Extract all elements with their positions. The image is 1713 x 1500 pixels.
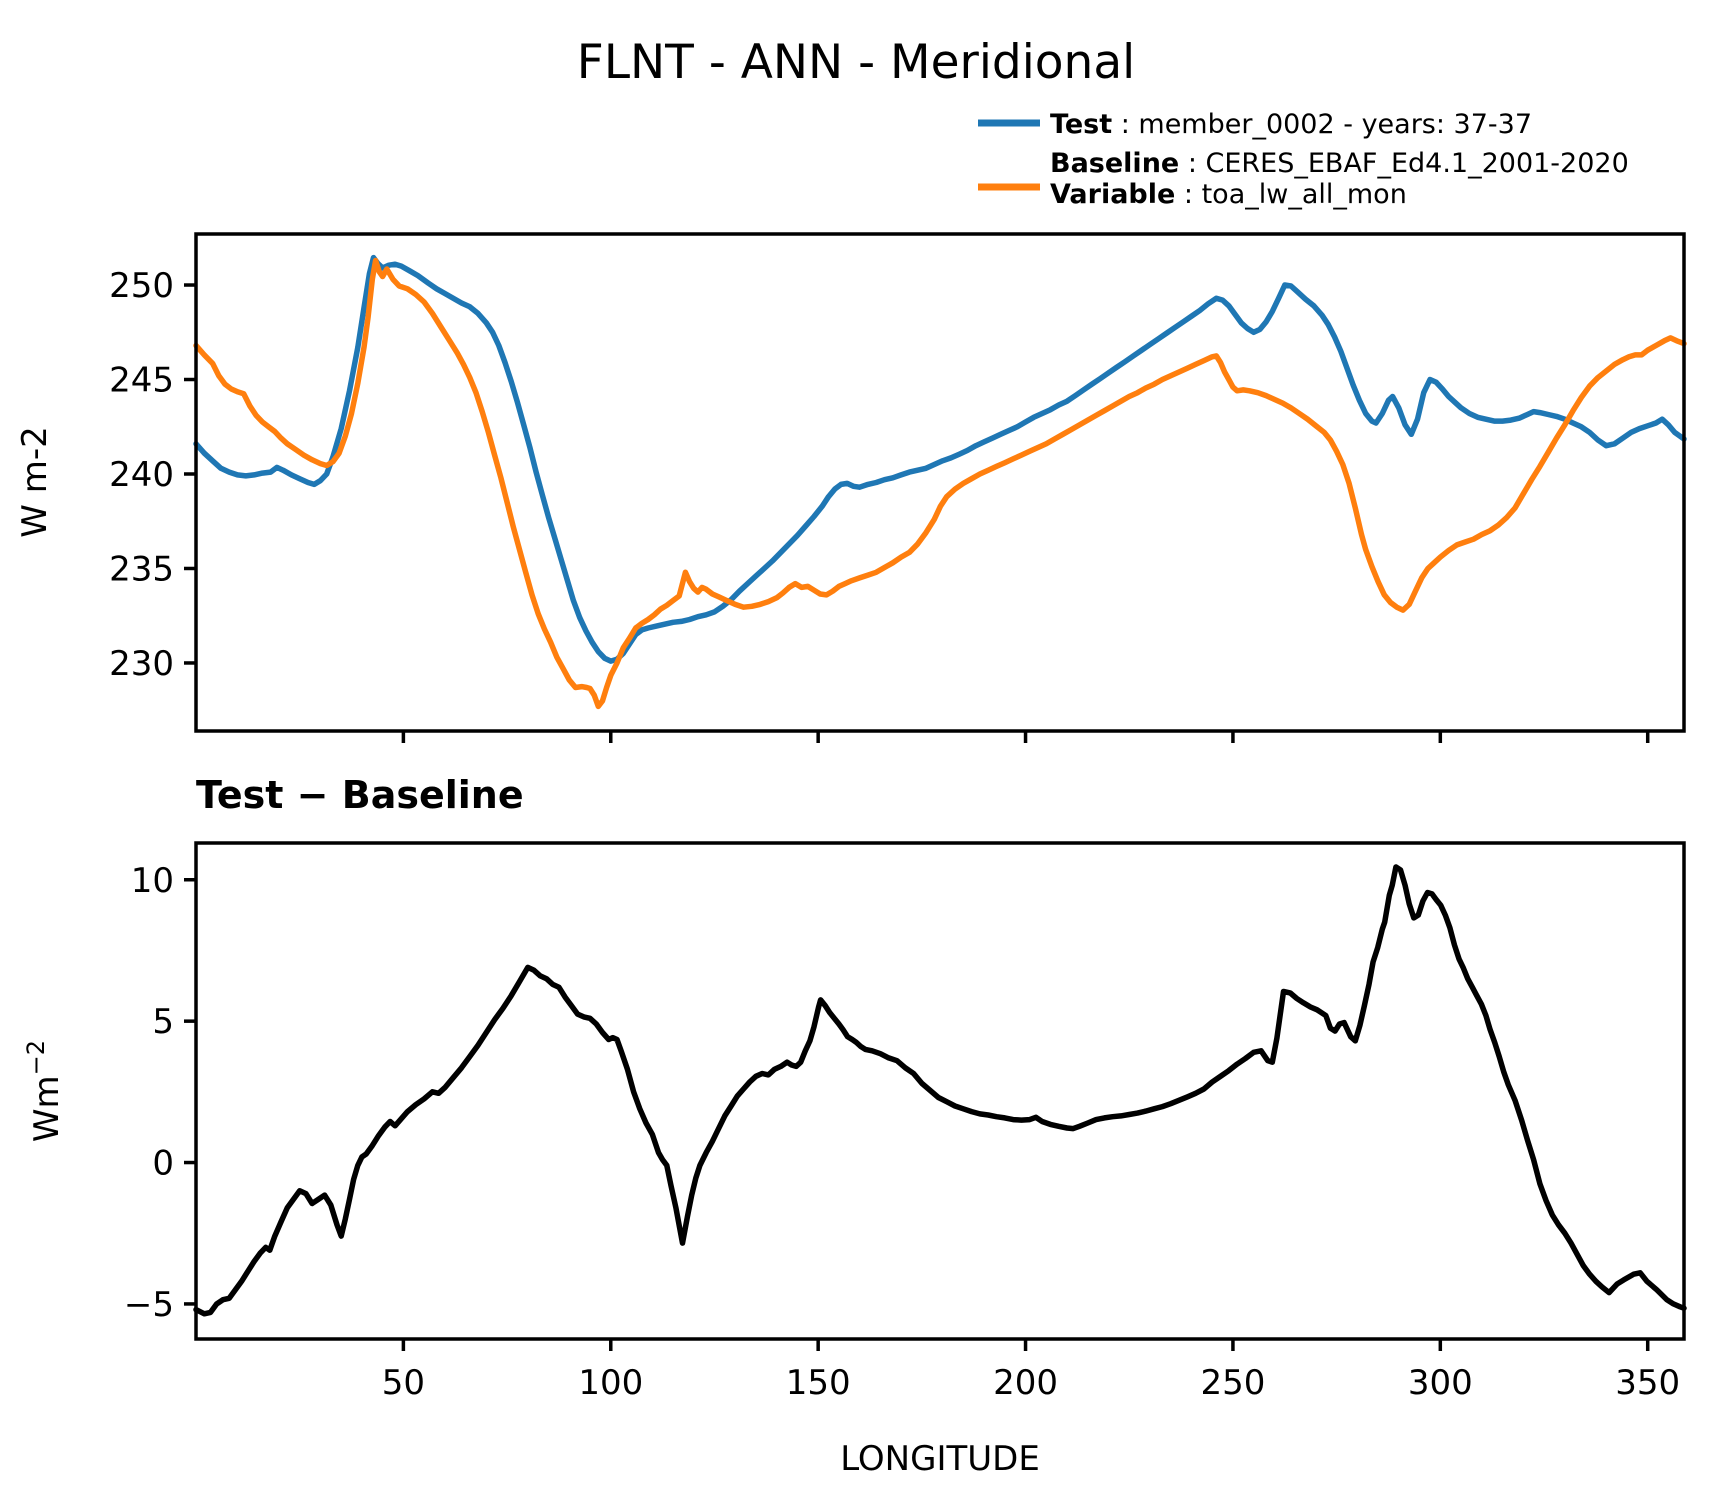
diff-y-tick-label: 0: [152, 1144, 174, 1184]
legend-baseline-label: Baseline : CERES_EBAF_Ed4.1_2001-2020: [1050, 148, 1629, 179]
diff-x-tick-label: 100: [578, 1363, 643, 1403]
legend: Test : member_0002 - years: 37-37 Baseli…: [978, 109, 1629, 210]
diff-plot-title: Test − Baseline: [196, 773, 524, 817]
diff-x-tick-label: 300: [1408, 1363, 1473, 1403]
main-series-line-1: [193, 257, 1687, 710]
diff-series-line-0: [193, 864, 1687, 1317]
main-y-tick-label: 235: [109, 549, 174, 589]
diff-x-tick-label: 250: [1200, 1363, 1265, 1403]
diff-x-tick-label: 150: [786, 1363, 851, 1403]
bottom-y-axis-label: Wm−2: [22, 1040, 67, 1142]
page-title: FLNT - ANN - Meridional: [577, 35, 1135, 90]
diff-x-tick-label: 350: [1615, 1363, 1680, 1403]
diff-plot-area: −5 0 5 10 50 100 150 200 250 300 350: [124, 841, 1687, 1403]
main-axes-box: [194, 232, 1686, 733]
diff-y-tick-label: 5: [152, 1002, 174, 1042]
top-plot-area: 230 235 240 245 250: [109, 232, 1687, 743]
diff-x-tick-label: 200: [993, 1363, 1058, 1403]
x-axis-label: LONGITUDE: [840, 1439, 1040, 1479]
legend-test-label: Test : member_0002 - years: 37-37: [1050, 109, 1532, 140]
main-y-tick-label: 245: [109, 361, 174, 401]
diff-axes-box: [194, 841, 1686, 1341]
main-y-tick-label: 230: [109, 644, 174, 684]
main-y-tick-label: 240: [109, 455, 174, 495]
legend-variable-label: Variable : toa_lw_all_mon: [1050, 179, 1407, 210]
main-y-tick-label: 250: [109, 266, 174, 306]
diff-y-tick-label: −5: [124, 1285, 174, 1325]
top-y-axis-label: W m-2: [15, 426, 55, 537]
diff-x-tick-label: 50: [382, 1363, 425, 1403]
main-series-line-0: [193, 254, 1687, 664]
diff-y-tick-label: 10: [131, 861, 174, 901]
